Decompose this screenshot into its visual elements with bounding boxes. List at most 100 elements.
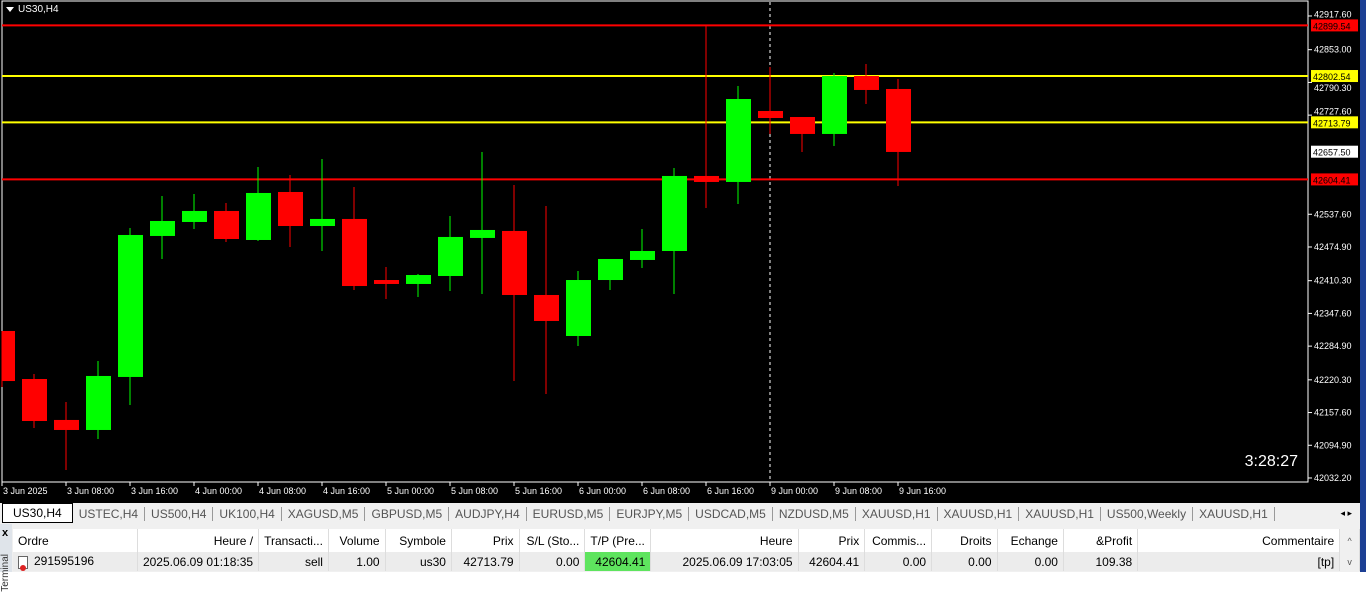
price-level-label-bg bbox=[1311, 173, 1358, 186]
column-header[interactable]: Symbole bbox=[385, 529, 452, 552]
x-tick-label: 5 Jun 00:00 bbox=[387, 486, 434, 496]
candle-body bbox=[822, 75, 847, 134]
table-cell: 42604.41 bbox=[584, 552, 652, 571]
y-tick-label: 42474.90 bbox=[1314, 242, 1352, 252]
chart-tab[interactable]: XAUUSD,H1 bbox=[1193, 506, 1275, 521]
current-price-label: 42657.50 bbox=[1313, 148, 1351, 158]
table-cell: 1.00 bbox=[328, 552, 386, 571]
table-cell: 2025.06.09 01:18:35 bbox=[137, 552, 260, 571]
price-level-label: 42899.54 bbox=[1313, 21, 1351, 31]
column-header[interactable]: Commis... bbox=[864, 529, 933, 552]
column-header[interactable]: Prix bbox=[798, 529, 866, 552]
chart-tab[interactable]: US30,H4 bbox=[2, 503, 73, 523]
candle-body bbox=[86, 375, 111, 430]
trade-history-table: Ordre Heure / Transacti... Volume Symbole Pri… bbox=[13, 529, 1360, 571]
x-tick-label: 6 Jun 00:00 bbox=[579, 486, 626, 496]
price-level-label: 42802.54 bbox=[1313, 72, 1351, 82]
price-level-label: 42604.41 bbox=[1313, 175, 1351, 185]
price-level-label-bg bbox=[1311, 19, 1358, 32]
table-cell: 0.00 bbox=[519, 552, 586, 571]
chart-tab[interactable]: XAUUSD,H1 bbox=[856, 506, 938, 521]
table-cell: 291595196 bbox=[13, 552, 138, 571]
candle-body bbox=[662, 175, 687, 252]
x-tick-label: 3 Jun 2025 bbox=[3, 486, 48, 496]
candle-body bbox=[310, 218, 335, 227]
chart-tab[interactable]: US500,Weekly bbox=[1101, 506, 1194, 521]
column-header[interactable]: Ordre bbox=[13, 529, 138, 552]
chart-tab[interactable]: EURJPY,M5 bbox=[610, 506, 690, 521]
table-cell: 42713.79 bbox=[451, 552, 520, 571]
candle-body bbox=[118, 234, 143, 377]
y-tick-label: 42284.90 bbox=[1314, 341, 1352, 351]
table-cell: 2025.06.09 17:03:05 bbox=[650, 552, 799, 571]
current-price-label-bg bbox=[1311, 145, 1358, 158]
x-tick-label: 6 Jun 16:00 bbox=[707, 486, 754, 496]
y-tick-label: 42094.90 bbox=[1314, 440, 1352, 450]
candle-body bbox=[342, 218, 367, 287]
candle-body bbox=[566, 280, 591, 337]
x-tick-label: 9 Jun 00:00 bbox=[771, 486, 818, 496]
column-header[interactable]: Heure bbox=[650, 529, 799, 552]
chart-tab[interactable]: US500,H4 bbox=[145, 506, 214, 521]
column-header[interactable]: T/P (Pre... bbox=[584, 529, 652, 552]
x-tick-label: 3 Jun 16:00 bbox=[131, 486, 178, 496]
table-cell: sell bbox=[258, 552, 329, 571]
column-header[interactable]: Echange bbox=[997, 529, 1064, 552]
chart-tab[interactable]: XAGUSD,M5 bbox=[282, 506, 366, 521]
y-tick-label: 42220.30 bbox=[1314, 375, 1352, 385]
table-cell: 109.38 bbox=[1063, 552, 1139, 571]
tab-scroll-arrows[interactable]: ◂ ▸ bbox=[1336, 508, 1352, 519]
chart-title[interactable]: US30,H4 bbox=[6, 4, 59, 15]
chart-tab[interactable]: USDCAD,M5 bbox=[689, 506, 773, 521]
candle-body bbox=[214, 210, 239, 239]
chart-tabs: US30,H4 USTEC,H4 US500,H4 UK100,H4 XAGUSD,M5… bbox=[0, 500, 1360, 524]
chart-symbol-label: US30,H4 bbox=[18, 4, 59, 15]
column-header[interactable]: Prix bbox=[451, 529, 520, 552]
table-row[interactable]: 291595196 2025.06.09 01:18:35 sell 1.00 us30… bbox=[13, 552, 1360, 571]
chart-tab[interactable]: EURUSD,M5 bbox=[527, 506, 611, 521]
price-level-label: 42713.79 bbox=[1313, 118, 1351, 128]
chart-tab[interactable]: GBPUSD,M5 bbox=[365, 506, 450, 521]
candle-body bbox=[630, 251, 655, 260]
y-tick-label: 42410.30 bbox=[1314, 276, 1352, 286]
column-header[interactable]: S/L (Sto... bbox=[519, 529, 586, 552]
column-header[interactable]: &Profit bbox=[1063, 529, 1139, 552]
column-header[interactable]: Transacti... bbox=[258, 529, 329, 552]
y-tick-label: 42032.20 bbox=[1314, 473, 1352, 483]
scroll-up-button[interactable]: ^ bbox=[1339, 529, 1360, 552]
chart-tab[interactable]: NZDUSD,M5 bbox=[773, 506, 856, 521]
candle-body bbox=[406, 275, 431, 284]
chart-window[interactable]: 42917.60 42853.00 42790.30 42727.60 42537.60… bbox=[0, 0, 1360, 500]
window-edge bbox=[1360, 0, 1366, 572]
candle-body bbox=[182, 210, 207, 222]
y-tick-label: 42537.60 bbox=[1314, 209, 1352, 219]
table-cell: 0.00 bbox=[997, 552, 1064, 571]
x-tick-label: 4 Jun 00:00 bbox=[195, 486, 242, 496]
terminal-panel: x Terminal Ordre Heure / Transacti... Volum… bbox=[0, 524, 1360, 592]
x-tick-label: 5 Jun 16:00 bbox=[515, 486, 562, 496]
table-cell: 0.00 bbox=[931, 552, 998, 571]
candlestick-chart[interactable]: 42917.60 42853.00 42790.30 42727.60 42537.60… bbox=[0, 0, 1360, 500]
column-header[interactable]: Volume bbox=[328, 529, 386, 552]
close-terminal-button[interactable]: x bbox=[2, 527, 9, 539]
candle-body bbox=[374, 280, 399, 284]
column-header[interactable]: Droits bbox=[931, 529, 998, 552]
column-header[interactable]: Heure / bbox=[137, 529, 260, 552]
chart-tab[interactable]: XAUUSD,H1 bbox=[938, 506, 1020, 521]
candle-countdown: 3:28:27 bbox=[1244, 453, 1298, 470]
scroll-down-button[interactable]: v bbox=[1339, 552, 1360, 571]
chart-tab[interactable]: USTEC,H4 bbox=[73, 506, 146, 521]
chart-frame bbox=[1, 0, 1309, 483]
chart-tab[interactable]: XAUUSD,H1 bbox=[1019, 506, 1101, 521]
y-tick-label: 42727.60 bbox=[1314, 106, 1352, 116]
chart-tab[interactable]: UK100,H4 bbox=[213, 506, 282, 521]
price-level-label-bg bbox=[1311, 116, 1358, 129]
table-cell: 42604.41 bbox=[798, 552, 866, 571]
column-header[interactable]: Commentaire bbox=[1137, 529, 1341, 552]
dropdown-triangle-icon[interactable] bbox=[6, 6, 14, 12]
x-tick-label: 4 Jun 08:00 bbox=[259, 486, 306, 496]
x-tick-label: 3 Jun 08:00 bbox=[67, 486, 114, 496]
y-tick-label: 42790.30 bbox=[1314, 83, 1352, 93]
table-cell: 0.00 bbox=[864, 552, 933, 571]
chart-tab[interactable]: AUDJPY,H4 bbox=[449, 506, 527, 521]
